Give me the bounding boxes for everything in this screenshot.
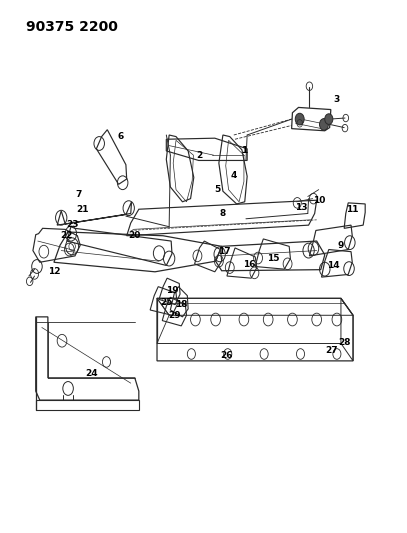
- Text: 2: 2: [196, 151, 203, 160]
- Text: 21: 21: [76, 205, 88, 214]
- Text: 29: 29: [168, 311, 181, 320]
- Text: 27: 27: [325, 346, 337, 355]
- Text: 90375 2200: 90375 2200: [26, 20, 118, 34]
- Circle shape: [319, 118, 328, 130]
- Text: 10: 10: [313, 196, 325, 205]
- Text: 17: 17: [218, 247, 231, 256]
- Text: 19: 19: [166, 286, 179, 295]
- Circle shape: [325, 114, 333, 124]
- Text: 13: 13: [295, 203, 308, 212]
- Text: 15: 15: [267, 254, 279, 263]
- Text: 24: 24: [85, 369, 97, 378]
- Text: 7: 7: [76, 190, 82, 199]
- Text: 26: 26: [221, 351, 233, 360]
- Text: 25: 25: [160, 298, 173, 307]
- Text: 18: 18: [175, 300, 187, 309]
- Text: 6: 6: [118, 132, 124, 141]
- Text: 3: 3: [333, 95, 339, 104]
- Text: 8: 8: [220, 209, 226, 218]
- Text: 5: 5: [214, 185, 221, 194]
- Circle shape: [295, 114, 304, 125]
- Text: 16: 16: [243, 261, 256, 269]
- Text: 23: 23: [66, 220, 79, 229]
- Text: 9: 9: [338, 241, 344, 250]
- Text: 20: 20: [129, 231, 141, 240]
- Text: 12: 12: [48, 268, 60, 276]
- Text: 11: 11: [346, 205, 359, 214]
- Text: 22: 22: [60, 231, 72, 240]
- Text: 14: 14: [327, 261, 340, 270]
- Text: 1: 1: [241, 147, 247, 156]
- Text: 28: 28: [339, 338, 351, 348]
- Text: 4: 4: [231, 171, 237, 180]
